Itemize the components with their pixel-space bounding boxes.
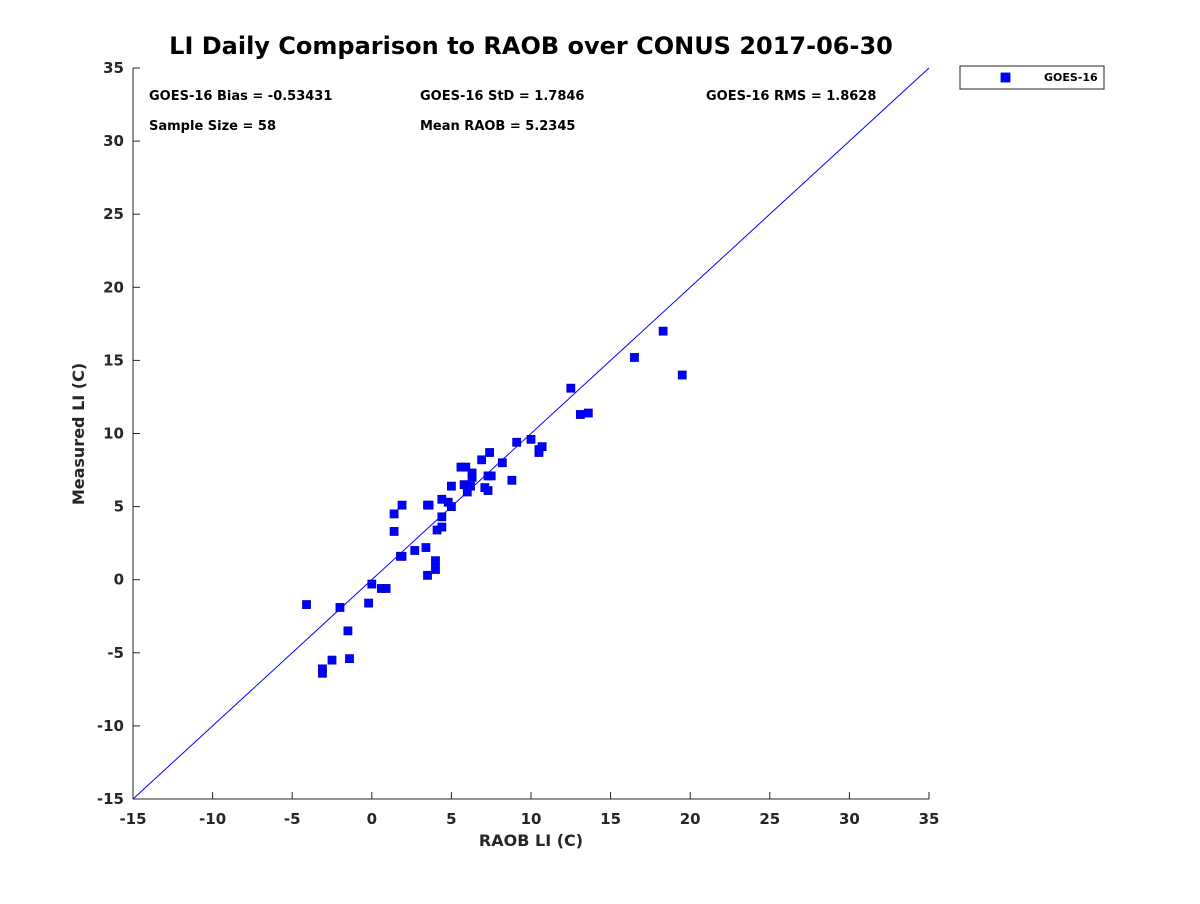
reference-line-layer [132,67,930,800]
data-point [343,626,353,636]
data-point [537,442,547,452]
data-point [421,543,431,552]
stat-std: GOES-16 StD = 1.7846 [420,89,584,104]
data-point [497,458,507,468]
data-point [566,383,576,393]
data-point [381,584,391,593]
x-tick-label: 35 [919,810,940,828]
y-tick-label: 5 [114,498,124,516]
data-point [658,326,668,336]
data-point [335,603,345,612]
x-tick-label: 20 [680,810,701,828]
data-point [466,481,475,491]
data-point [446,481,456,491]
legend-label-goes16: GOES-16 [1044,71,1098,84]
data-point [302,600,311,609]
data-point [437,522,447,532]
data-point [486,471,496,481]
x-tick-label: 25 [759,810,780,828]
data-point [397,551,407,561]
data-point [431,565,440,574]
data-point [410,546,420,555]
data-point [397,500,407,510]
x-tick-label: 5 [446,810,456,828]
data-point [677,370,687,380]
x-tick-label: 10 [521,810,542,828]
data-point [367,579,377,589]
y-tick-label: 30 [103,132,124,150]
stat-sample-size: Sample Size = 58 [149,119,276,134]
data-point [318,668,327,678]
data-point [423,570,432,580]
stat-rms: GOES-16 RMS = 1.8628 [706,89,876,104]
data-point [477,455,487,465]
legend: GOES-16 [959,65,1105,90]
x-axis-label: RAOB LI (C) [479,831,583,850]
y-tick-label: -5 [107,644,124,662]
one-to-one-line [132,67,930,800]
data-point [327,655,337,665]
x-tick-label: 30 [839,810,860,828]
y-tick-label: -10 [97,717,124,735]
y-tick-label: 15 [103,351,124,369]
data-point [630,353,639,362]
data-point [461,462,471,472]
chart-title: LI Daily Comparison to RAOB over CONUS 2… [169,32,893,60]
data-point [583,408,593,418]
data-point [389,509,399,519]
legend-box [959,65,1105,90]
data-point [483,486,493,495]
data-point [446,502,456,512]
x-tick-label: -5 [284,810,301,828]
data-point [345,654,354,664]
tick-marks: -15 -10 -5 0 5 10 15 20 25 30 35 -15 -10 -5 0 5 10 15 20 25… [97,59,940,828]
data-points [302,326,687,678]
data-point [485,448,495,457]
x-tick-label: -15 [119,810,146,828]
y-tick-label: 35 [103,59,124,77]
data-point [575,410,585,419]
x-tick-label: 15 [600,810,621,828]
y-tick-label: 20 [103,278,124,296]
legend-marker [1000,72,1011,83]
stat-mean-raob: Mean RAOB = 5.2345 [420,119,575,134]
data-point [507,475,517,485]
y-tick-label: 10 [103,425,124,443]
data-point [431,556,440,566]
data-point [389,527,399,536]
data-point [424,500,434,510]
x-tick-label: 0 [367,810,377,828]
y-tick-label: -15 [97,790,124,808]
stat-bias: GOES-16 Bias = -0.53431 [149,89,332,104]
y-axis-label: Measured LI (C) [69,363,88,505]
y-tick-label: 0 [114,571,124,589]
y-tick-label: 25 [103,205,124,223]
x-tick-label: -10 [199,810,226,828]
data-point [437,512,447,522]
data-point [512,437,522,447]
data-point [467,468,477,478]
data-point [526,434,536,444]
data-point [364,598,374,608]
